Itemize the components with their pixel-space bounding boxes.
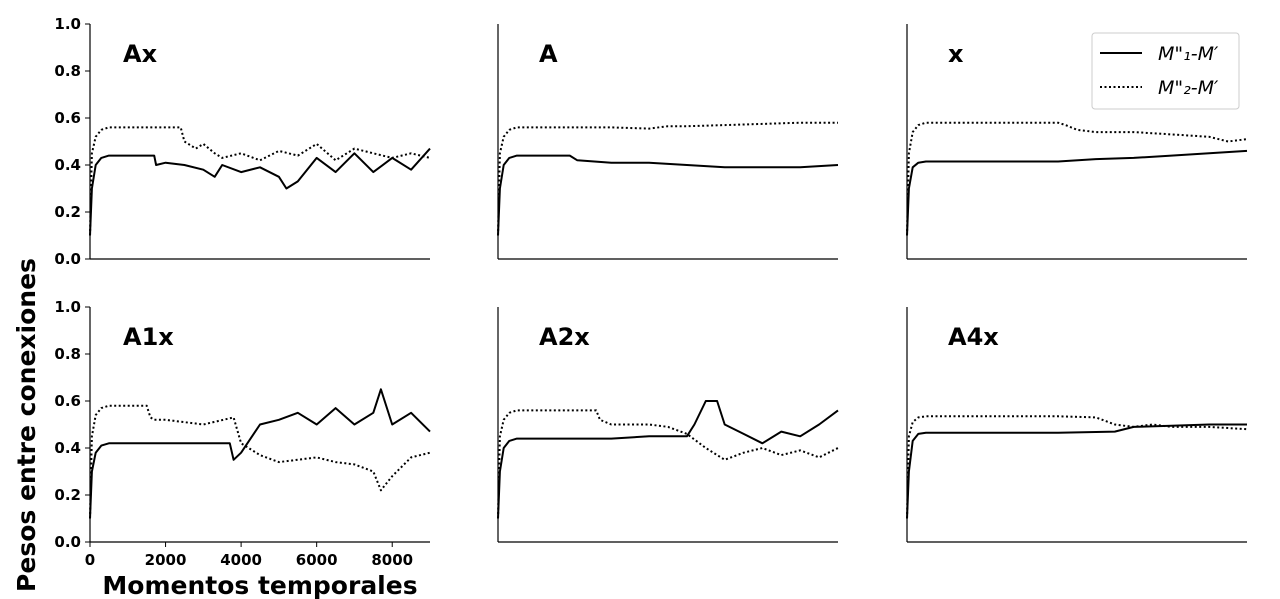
panel-title: A4x [948, 323, 999, 351]
series-line-1 [497, 400, 839, 519]
y-tick-label: 0.8 [54, 62, 81, 80]
series-line-2 [89, 126, 431, 236]
panel-title: A1x [123, 323, 174, 351]
series-line-1 [906, 149, 1248, 236]
y-tick-label: 0.0 [54, 533, 81, 551]
series-line-1 [89, 388, 431, 519]
y-tick-label: 0.4 [54, 439, 81, 457]
panel-title: x [948, 40, 964, 68]
x-tick-label: 8000 [371, 551, 413, 569]
series-line-2 [497, 409, 839, 519]
y-tick-label: 0.6 [54, 109, 81, 127]
y-tick-label: 0.2 [54, 486, 81, 504]
x-tick-label: 6000 [296, 551, 338, 569]
series-line-1 [89, 147, 431, 236]
panel-ax: 0.0 0.2 0.4 0.6 0.8 1.0 Ax [54, 15, 431, 268]
panel-title: A [539, 40, 558, 68]
legend-label: M"₁-M′ [1158, 43, 1219, 65]
panel-a2x: A2x [497, 307, 839, 543]
y-tick-label: 0.4 [54, 156, 81, 174]
y-tick-label: 0.0 [54, 250, 81, 268]
series-line-2 [906, 121, 1248, 236]
y-tick-label: 0.6 [54, 392, 81, 410]
y-axis-title: Pesos entre conexiones [12, 258, 41, 592]
y-tick-label: 0.2 [54, 203, 81, 221]
series-line-1 [497, 154, 839, 236]
y-tick-label: 1.0 [54, 298, 81, 316]
panel-title: A2x [539, 323, 590, 351]
x-tick-label: 0 [85, 551, 95, 569]
x-axis-title: Momentos temporales [102, 571, 417, 599]
series-line-2 [497, 121, 838, 236]
panel-a1x: 0.0 0.2 0.4 0.6 0.8 1.0 0 2000 4000 6000 8000 A1x [54, 298, 431, 569]
series-line-2 [906, 415, 1248, 519]
x-tick-label: 2000 [145, 551, 187, 569]
x-tick-label: 4000 [220, 551, 262, 569]
panel-a4x: A4x [906, 307, 1248, 543]
legend-label: M"₂-M′ [1158, 77, 1219, 99]
y-tick-label: 1.0 [54, 15, 81, 33]
panel-x: x [906, 24, 1248, 260]
series-line-1 [906, 423, 1247, 519]
legend: M"₁-M′ M"₂-M′ [1091, 32, 1240, 110]
panel-a: A [497, 24, 839, 260]
panel-title: Ax [123, 40, 158, 68]
series-line-2 [89, 404, 431, 519]
y-tick-label: 0.8 [54, 345, 81, 363]
